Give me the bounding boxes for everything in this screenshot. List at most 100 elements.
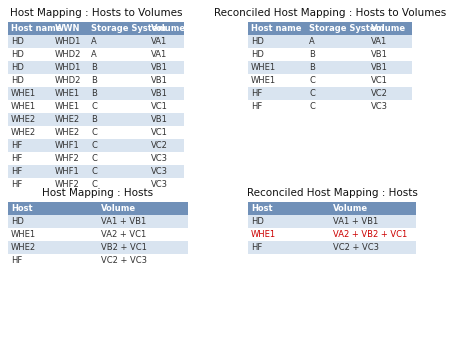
Text: B: B [91, 63, 97, 72]
Text: HF: HF [251, 243, 262, 252]
Bar [148, 178, 184, 191]
Bar [8, 113, 52, 126]
Bar [8, 74, 52, 87]
Text: VA2 + VB2 + VC1: VA2 + VB2 + VC1 [333, 230, 407, 239]
Text: WHE2: WHE2 [11, 128, 36, 137]
Text: WHF2: WHF2 [55, 154, 80, 163]
Bar [306, 100, 368, 113]
Bar [248, 22, 306, 35]
Bar [148, 87, 184, 100]
Bar [8, 139, 52, 152]
Text: WHE1: WHE1 [251, 76, 276, 85]
Bar [248, 202, 330, 215]
Text: VA1: VA1 [151, 37, 167, 46]
Bar [88, 178, 148, 191]
Text: Storage System: Storage System [309, 24, 384, 33]
Text: HD: HD [11, 37, 24, 46]
Text: Volume: Volume [371, 24, 406, 33]
Text: Host name: Host name [251, 24, 301, 33]
Bar [248, 100, 306, 113]
Text: B: B [309, 50, 315, 59]
Bar [88, 152, 148, 165]
Text: HD: HD [11, 217, 24, 226]
Bar [330, 241, 416, 254]
Bar [88, 165, 148, 178]
Bar [306, 87, 368, 100]
Bar [88, 22, 148, 35]
Bar [88, 87, 148, 100]
Bar [248, 74, 306, 87]
Text: B: B [91, 76, 97, 85]
Text: VC3: VC3 [151, 180, 168, 189]
Bar [98, 215, 188, 228]
Bar [52, 152, 88, 165]
Text: VA2 + VC1: VA2 + VC1 [101, 230, 146, 239]
Bar [148, 61, 184, 74]
Text: C: C [309, 76, 315, 85]
Bar [88, 126, 148, 139]
Bar [8, 100, 52, 113]
Text: WHE1: WHE1 [251, 230, 276, 239]
Text: B: B [91, 89, 97, 98]
Text: Host: Host [11, 204, 33, 213]
Bar [8, 87, 52, 100]
Text: HF: HF [11, 154, 22, 163]
Bar [306, 22, 368, 35]
Bar [88, 100, 148, 113]
Bar [8, 165, 52, 178]
Text: WHE2: WHE2 [11, 115, 36, 124]
Text: WHE2: WHE2 [55, 128, 80, 137]
Text: HF: HF [11, 256, 22, 265]
Text: WHE1: WHE1 [11, 89, 36, 98]
Text: C: C [309, 89, 315, 98]
Text: HD: HD [11, 63, 24, 72]
Text: A: A [309, 37, 315, 46]
Bar [8, 241, 98, 254]
Bar [8, 48, 52, 61]
Bar [148, 35, 184, 48]
Bar [8, 202, 98, 215]
Text: WHF1: WHF1 [55, 141, 80, 150]
Text: VA1 + VB1: VA1 + VB1 [101, 217, 146, 226]
Bar [52, 48, 88, 61]
Text: A: A [91, 50, 97, 59]
Bar [52, 74, 88, 87]
Bar [88, 113, 148, 126]
Text: HD: HD [251, 50, 264, 59]
Text: VA1: VA1 [151, 50, 167, 59]
Bar [148, 113, 184, 126]
Bar [148, 48, 184, 61]
Bar [248, 61, 306, 74]
Bar [88, 48, 148, 61]
Bar [52, 22, 88, 35]
Bar [8, 126, 52, 139]
Bar [52, 35, 88, 48]
Text: HF: HF [11, 141, 22, 150]
Bar [8, 228, 98, 241]
Text: C: C [91, 180, 97, 189]
Text: HD: HD [251, 217, 264, 226]
Text: WWN: WWN [55, 24, 80, 33]
Bar [52, 100, 88, 113]
Bar [306, 61, 368, 74]
Text: VA1 + VB1: VA1 + VB1 [333, 217, 378, 226]
Bar [8, 61, 52, 74]
Text: Reconciled Host Mapping : Hosts: Reconciled Host Mapping : Hosts [247, 188, 417, 198]
Bar [52, 139, 88, 152]
Text: VC2 + VC3: VC2 + VC3 [333, 243, 379, 252]
Bar [306, 35, 368, 48]
Text: WHE1: WHE1 [11, 102, 36, 111]
Text: C: C [91, 141, 97, 150]
Text: Host: Host [251, 204, 273, 213]
Text: Host Mapping : Hosts to Volumes: Host Mapping : Hosts to Volumes [10, 8, 182, 18]
Text: WHD1: WHD1 [55, 63, 81, 72]
Text: WHE2: WHE2 [55, 115, 80, 124]
Bar [368, 22, 412, 35]
Bar [8, 178, 52, 191]
Bar [306, 48, 368, 61]
Bar [52, 165, 88, 178]
Bar [248, 35, 306, 48]
Bar [148, 126, 184, 139]
Bar [148, 165, 184, 178]
Text: C: C [91, 128, 97, 137]
